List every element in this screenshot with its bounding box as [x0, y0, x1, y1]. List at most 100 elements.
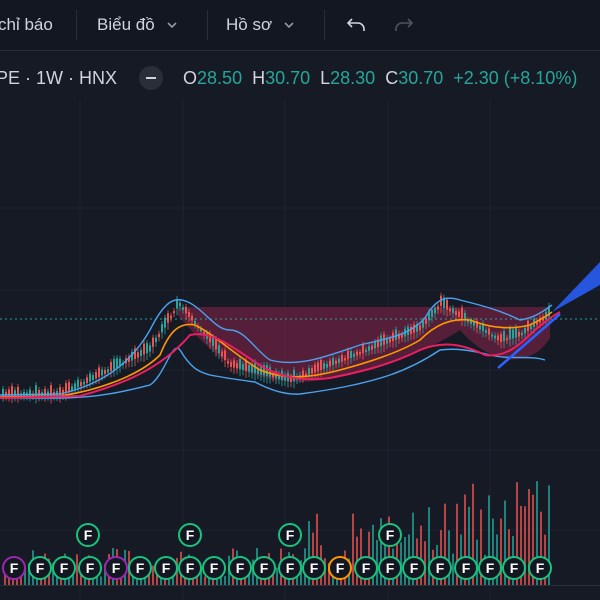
dividend-badge[interactable]: F	[278, 523, 302, 547]
candle	[50, 382, 52, 404]
low-key: L	[320, 67, 331, 88]
dividend-badge[interactable]: F	[502, 556, 526, 580]
volume-bar	[500, 518, 502, 585]
dividend-badge[interactable]: F	[28, 556, 52, 580]
candle	[149, 342, 151, 357]
candle	[218, 342, 220, 360]
badge-label: F	[336, 560, 345, 576]
toolbar-divider	[324, 10, 325, 40]
candle	[344, 355, 346, 365]
candle	[512, 326, 514, 345]
collapse-legend-button[interactable]	[139, 66, 164, 90]
volume-bar	[492, 518, 494, 585]
chevron-down-icon	[167, 22, 177, 29]
volume-bar	[488, 495, 490, 585]
close-value: 30.70	[398, 67, 444, 88]
dividend-badge[interactable]: F	[178, 523, 202, 547]
badge-label: F	[462, 560, 471, 576]
volume-bar	[464, 494, 466, 585]
ma-fast-line	[0, 311, 553, 398]
candle	[494, 332, 496, 343]
dividend-badge[interactable]: F	[76, 523, 100, 547]
indicators-button[interactable]: chỉ báo	[0, 0, 76, 50]
candle	[521, 329, 523, 340]
candle	[473, 318, 475, 331]
dividend-badge[interactable]: F	[104, 556, 128, 580]
dividend-badge[interactable]: F	[378, 556, 402, 580]
candle	[470, 317, 472, 329]
candle	[224, 347, 226, 368]
volume-bar	[412, 512, 414, 585]
redo-button[interactable]	[393, 0, 433, 50]
dividend-badge[interactable]: F	[278, 556, 302, 580]
dividend-badge[interactable]: F	[354, 556, 378, 580]
dividend-badge[interactable]: F	[78, 556, 102, 580]
dividend-badge[interactable]: F	[178, 556, 202, 580]
volume-bar	[316, 513, 318, 585]
candle	[176, 295, 178, 316]
profile-label: Hồ sơ	[226, 15, 273, 34]
dividend-badge[interactable]: F	[328, 556, 352, 580]
high-key: H	[252, 67, 266, 88]
symbol-title[interactable]: PE · 1W · HNX	[0, 67, 118, 88]
volume-bar	[532, 494, 534, 585]
chart-type-dropdown[interactable]: Biểu đồ	[97, 0, 207, 50]
candle	[488, 325, 490, 341]
dividend-badge[interactable]: F	[252, 556, 276, 580]
high-value: 30.70	[265, 67, 311, 88]
badge-label: F	[310, 560, 319, 576]
volume-bar	[276, 567, 278, 585]
volume-bar	[540, 511, 542, 585]
candle	[416, 321, 418, 338]
candle	[386, 334, 388, 349]
dividend-badge[interactable]: F	[378, 523, 402, 547]
candle	[182, 304, 184, 314]
dividend-badge[interactable]: F	[478, 556, 502, 580]
volume-bar	[84, 576, 86, 585]
dividend-badge[interactable]: F	[2, 556, 26, 580]
badge-label: F	[362, 560, 371, 576]
badge-label: F	[36, 560, 45, 576]
chevron-down-icon	[284, 22, 294, 29]
volume-bar	[148, 574, 150, 585]
dividend-badge[interactable]: F	[402, 556, 426, 580]
candle	[368, 343, 370, 356]
badge-label: F	[236, 560, 245, 576]
candle	[194, 317, 196, 329]
candle	[134, 345, 136, 367]
undo-button[interactable]	[345, 0, 385, 50]
dividend-badge[interactable]: F	[454, 556, 478, 580]
candle	[17, 383, 19, 403]
dividend-badge[interactable]: F	[428, 556, 452, 580]
volume-bar	[244, 573, 246, 585]
candle	[239, 356, 241, 377]
volume-bar	[204, 576, 206, 585]
bollinger-lower-line	[0, 347, 546, 399]
candle	[479, 322, 481, 334]
candle	[143, 340, 145, 362]
dividend-badge[interactable]: F	[154, 556, 178, 580]
volume-bar	[536, 481, 538, 585]
candle	[227, 358, 229, 368]
dividend-badge[interactable]: F	[202, 556, 226, 580]
volume-bar	[516, 482, 518, 585]
profile-dropdown[interactable]: Hồ sơ	[226, 0, 324, 50]
candle	[509, 325, 511, 347]
badge-label: F	[162, 560, 171, 576]
low-value: 28.30	[330, 67, 376, 88]
candle	[518, 328, 520, 342]
dividend-badge[interactable]: F	[528, 556, 552, 580]
dividend-badge[interactable]: F	[228, 556, 252, 580]
candle	[233, 357, 235, 374]
volume-bar	[444, 503, 446, 585]
dividend-badge[interactable]: F	[128, 556, 152, 580]
candle	[476, 317, 478, 334]
candle	[500, 330, 502, 349]
dividend-badge[interactable]: F	[52, 556, 76, 580]
toolbar-divider	[207, 10, 208, 40]
candle	[2, 385, 4, 402]
volume-bar	[504, 500, 506, 585]
dividend-badge[interactable]: F	[302, 556, 326, 580]
